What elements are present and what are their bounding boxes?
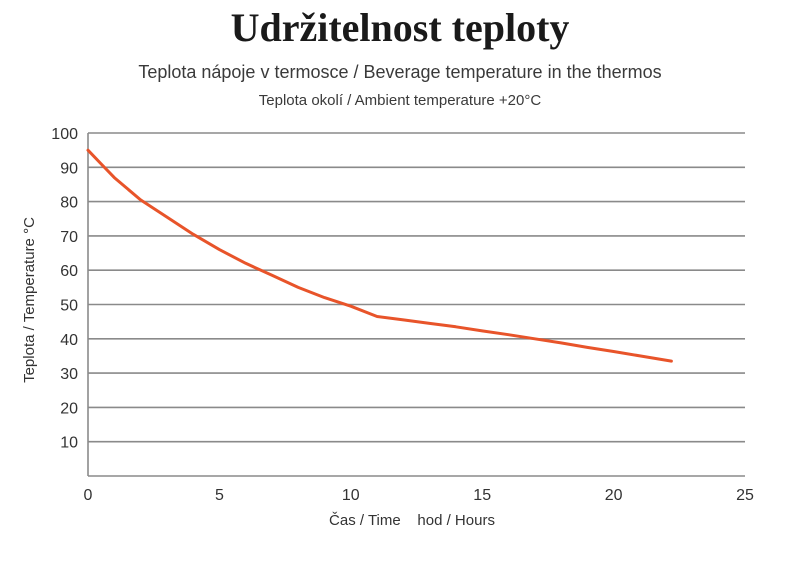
x-tick-0: 0 bbox=[84, 487, 93, 504]
y-tick-labels: 10 20 30 40 50 60 70 80 90 100 bbox=[51, 126, 78, 452]
chart-subtitle: Teplota okolí / Ambient temperature +20°… bbox=[258, 92, 542, 109]
x-tick-20: 20 bbox=[605, 487, 623, 504]
y-tick-20: 20 bbox=[60, 400, 78, 417]
series-group bbox=[86, 148, 673, 363]
y-axis-label: Teplota / Temperature °C bbox=[21, 217, 38, 383]
page-title: Udržitelnost teploty bbox=[230, 5, 570, 50]
x-tick-10: 10 bbox=[342, 487, 360, 504]
y-tick-80: 80 bbox=[60, 195, 78, 212]
chart-title: Teplota nápoje v termosce / Beverage tem… bbox=[138, 62, 662, 82]
y-tick-40: 40 bbox=[60, 332, 78, 349]
grid-lines bbox=[88, 132, 745, 443]
axes bbox=[87, 133, 745, 477]
y-tick-70: 70 bbox=[60, 229, 78, 246]
y-tick-100: 100 bbox=[51, 126, 78, 143]
x-axis-label: Čas / Time hod / Hours bbox=[329, 512, 495, 529]
y-tick-90: 90 bbox=[60, 160, 78, 177]
y-tick-50: 50 bbox=[60, 298, 78, 315]
x-tick-15: 15 bbox=[473, 487, 491, 504]
y-tick-30: 30 bbox=[60, 366, 78, 383]
series-line-0 bbox=[86, 148, 673, 363]
y-tick-60: 60 bbox=[60, 263, 78, 280]
x-tick-labels: 0 5 10 15 20 25 bbox=[84, 487, 754, 504]
x-tick-25: 25 bbox=[736, 487, 754, 504]
x-tick-5: 5 bbox=[215, 487, 224, 504]
y-tick-10: 10 bbox=[60, 435, 78, 452]
